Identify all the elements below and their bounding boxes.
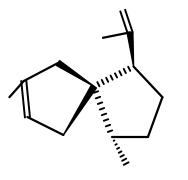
Polygon shape bbox=[63, 85, 96, 135]
Polygon shape bbox=[56, 61, 94, 86]
Polygon shape bbox=[127, 32, 134, 67]
